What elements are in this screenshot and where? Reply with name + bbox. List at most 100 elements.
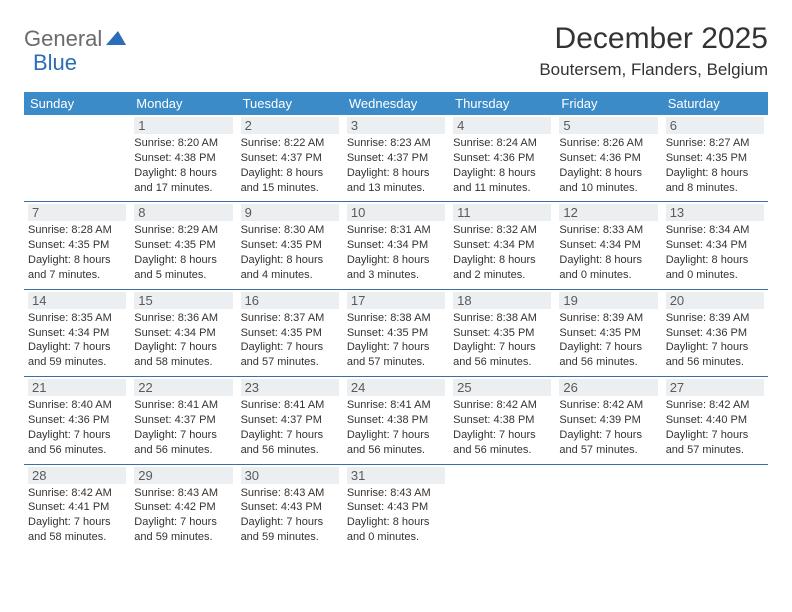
- sunrise-line: Sunrise: 8:33 AM: [559, 223, 657, 238]
- sunrise-line: Sunrise: 8:39 AM: [666, 311, 764, 326]
- sunset-line: Sunset: 4:37 PM: [347, 151, 445, 166]
- day-details: Sunrise: 8:31 AMSunset: 4:34 PMDaylight:…: [347, 223, 445, 282]
- day-number: 12: [559, 204, 657, 221]
- daylight-line: Daylight: 7 hours and 57 minutes.: [347, 340, 445, 370]
- calendar-cell: 5Sunrise: 8:26 AMSunset: 4:36 PMDaylight…: [555, 115, 661, 202]
- calendar-cell: [662, 464, 768, 551]
- calendar-cell: 8 Sunrise: 8:29 AMSunset: 4:35 PMDaylight…: [130, 202, 236, 289]
- day-number: 20: [666, 292, 764, 309]
- day-details: Sunrise: 8:23 AMSunset: 4:37 PMDaylight:…: [347, 136, 445, 195]
- day-number: 11: [453, 204, 551, 221]
- day-details: Sunrise: 8:27 AMSunset: 4:35 PMDaylight:…: [666, 136, 764, 195]
- logo-text-general: General: [24, 26, 102, 52]
- sunrise-line: Sunrise: 8:26 AM: [559, 136, 657, 151]
- daylight-line: Daylight: 8 hours and 5 minutes.: [134, 253, 232, 283]
- daylight-line: Daylight: 8 hours and 13 minutes.: [347, 166, 445, 196]
- sunrise-line: Sunrise: 8:22 AM: [241, 136, 339, 151]
- sunset-line: Sunset: 4:35 PM: [134, 238, 232, 253]
- day-number: 6: [666, 117, 764, 134]
- calendar-cell: [555, 464, 661, 551]
- calendar-cell: 31Sunrise: 8:43 AMSunset: 4:43 PMDayligh…: [343, 464, 449, 551]
- day-number: 27: [666, 379, 764, 396]
- calendar-cell: 2Sunrise: 8:22 AMSunset: 4:37 PMDaylight…: [237, 115, 343, 202]
- daylight-line: Daylight: 7 hours and 56 minutes.: [241, 428, 339, 458]
- calendar-cell: 15Sunrise: 8:36 AMSunset: 4:34 PMDayligh…: [130, 289, 236, 376]
- daylight-line: Daylight: 7 hours and 56 minutes.: [453, 340, 551, 370]
- sunrise-line: Sunrise: 8:31 AM: [347, 223, 445, 238]
- daylight-line: Daylight: 7 hours and 56 minutes.: [347, 428, 445, 458]
- sunset-line: Sunset: 4:34 PM: [28, 326, 126, 341]
- sunset-line: Sunset: 4:37 PM: [134, 413, 232, 428]
- day-number: 2: [241, 117, 339, 134]
- day-number: 9: [241, 204, 339, 221]
- calendar-row: 1Sunrise: 8:20 AMSunset: 4:38 PMDaylight…: [24, 115, 768, 202]
- daylight-line: Daylight: 8 hours and 8 minutes.: [666, 166, 764, 196]
- sunset-line: Sunset: 4:38 PM: [347, 413, 445, 428]
- sunrise-line: Sunrise: 8:20 AM: [134, 136, 232, 151]
- calendar-cell: 11Sunrise: 8:32 AMSunset: 4:34 PMDayligh…: [449, 202, 555, 289]
- day-number: 15: [134, 292, 232, 309]
- calendar-cell: 24 Sunrise: 8:41 AMSunset: 4:38 PMDayligh…: [343, 377, 449, 464]
- sunset-line: Sunset: 4:34 PM: [453, 238, 551, 253]
- sunset-line: Sunset: 4:35 PM: [666, 151, 764, 166]
- day-header: Tuesday: [237, 92, 343, 115]
- day-number: 7: [28, 204, 126, 221]
- calendar-cell: 12Sunrise: 8:33 AMSunset: 4:34 PMDayligh…: [555, 202, 661, 289]
- daylight-line: Daylight: 8 hours and 11 minutes.: [453, 166, 551, 196]
- sunrise-line: Sunrise: 8:43 AM: [347, 486, 445, 501]
- day-number: 21: [28, 379, 126, 396]
- day-number: 25: [453, 379, 551, 396]
- sunrise-line: Sunrise: 8:24 AM: [453, 136, 551, 151]
- calendar-cell: 16Sunrise: 8:37 AMSunset: 4:35 PMDayligh…: [237, 289, 343, 376]
- sunset-line: Sunset: 4:35 PM: [28, 238, 126, 253]
- sunset-line: Sunset: 4:40 PM: [666, 413, 764, 428]
- calendar-cell: 26Sunrise: 8:42 AMSunset: 4:39 PMDayligh…: [555, 377, 661, 464]
- day-number: 17: [347, 292, 445, 309]
- day-details: Sunrise: 8:20 AMSunset: 4:38 PMDaylight:…: [134, 136, 232, 195]
- day-number: 24: [347, 379, 445, 396]
- daylight-line: Daylight: 7 hours and 56 minutes.: [28, 428, 126, 458]
- day-details: Sunrise: 8:30 AMSunset: 4:35 PMDaylight:…: [241, 223, 339, 282]
- location-text: Boutersem, Flanders, Belgium: [539, 60, 768, 80]
- calendar-cell: 22Sunrise: 8:41 AMSunset: 4:37 PMDayligh…: [130, 377, 236, 464]
- calendar-row: 7Sunrise: 8:28 AMSunset: 4:35 PMDaylight…: [24, 202, 768, 289]
- sunset-line: Sunset: 4:35 PM: [241, 326, 339, 341]
- day-details: Sunrise: 8:40 AMSunset: 4:36 PMDaylight:…: [28, 398, 126, 457]
- calendar-cell: [24, 115, 130, 202]
- daylight-line: Daylight: 8 hours and 15 minutes.: [241, 166, 339, 196]
- sunrise-line: Sunrise: 8:38 AM: [453, 311, 551, 326]
- sunset-line: Sunset: 4:35 PM: [241, 238, 339, 253]
- logo-text-blue: Blue: [33, 50, 77, 76]
- sunset-line: Sunset: 4:34 PM: [559, 238, 657, 253]
- sunset-line: Sunset: 4:36 PM: [453, 151, 551, 166]
- calendar-body: 1Sunrise: 8:20 AMSunset: 4:38 PMDaylight…: [24, 115, 768, 551]
- sunrise-line: Sunrise: 8:38 AM: [347, 311, 445, 326]
- sunrise-line: Sunrise: 8:28 AM: [28, 223, 126, 238]
- day-details: Sunrise: 8:42 AMSunset: 4:41 PMDaylight:…: [28, 486, 126, 545]
- day-details: Sunrise: 8:42 AMSunset: 4:40 PMDaylight:…: [666, 398, 764, 457]
- day-number: 18: [453, 292, 551, 309]
- daylight-line: Daylight: 8 hours and 10 minutes.: [559, 166, 657, 196]
- calendar-cell: 7Sunrise: 8:28 AMSunset: 4:35 PMDaylight…: [24, 202, 130, 289]
- day-number: 14: [28, 292, 126, 309]
- sunrise-line: Sunrise: 8:41 AM: [347, 398, 445, 413]
- day-header-row: SundayMondayTuesdayWednesdayThursdayFrid…: [24, 92, 768, 115]
- sunset-line: Sunset: 4:43 PM: [347, 500, 445, 515]
- daylight-line: Daylight: 7 hours and 56 minutes.: [666, 340, 764, 370]
- sunrise-line: Sunrise: 8:41 AM: [241, 398, 339, 413]
- calendar-row: 14Sunrise: 8:35 AMSunset: 4:34 PMDayligh…: [24, 289, 768, 376]
- day-details: Sunrise: 8:29 AMSunset: 4:35 PMDaylight:…: [134, 223, 232, 282]
- daylight-line: Daylight: 7 hours and 59 minutes.: [28, 340, 126, 370]
- day-number: 3: [347, 117, 445, 134]
- daylight-line: Daylight: 8 hours and 0 minutes.: [347, 515, 445, 545]
- day-number: 26: [559, 379, 657, 396]
- calendar-cell: 18Sunrise: 8:38 AMSunset: 4:35 PMDayligh…: [449, 289, 555, 376]
- day-number: 8: [134, 204, 232, 221]
- daylight-line: Daylight: 8 hours and 0 minutes.: [666, 253, 764, 283]
- day-details: Sunrise: 8:41 AMSunset: 4:37 PMDaylight:…: [134, 398, 232, 457]
- sunset-line: Sunset: 4:35 PM: [347, 326, 445, 341]
- day-details: Sunrise: 8:43 AMSunset: 4:43 PMDaylight:…: [241, 486, 339, 545]
- sunrise-line: Sunrise: 8:39 AM: [559, 311, 657, 326]
- sunset-line: Sunset: 4:39 PM: [559, 413, 657, 428]
- calendar-cell: 21 Sunrise: 8:40 AMSunset: 4:36 PMDayligh…: [24, 377, 130, 464]
